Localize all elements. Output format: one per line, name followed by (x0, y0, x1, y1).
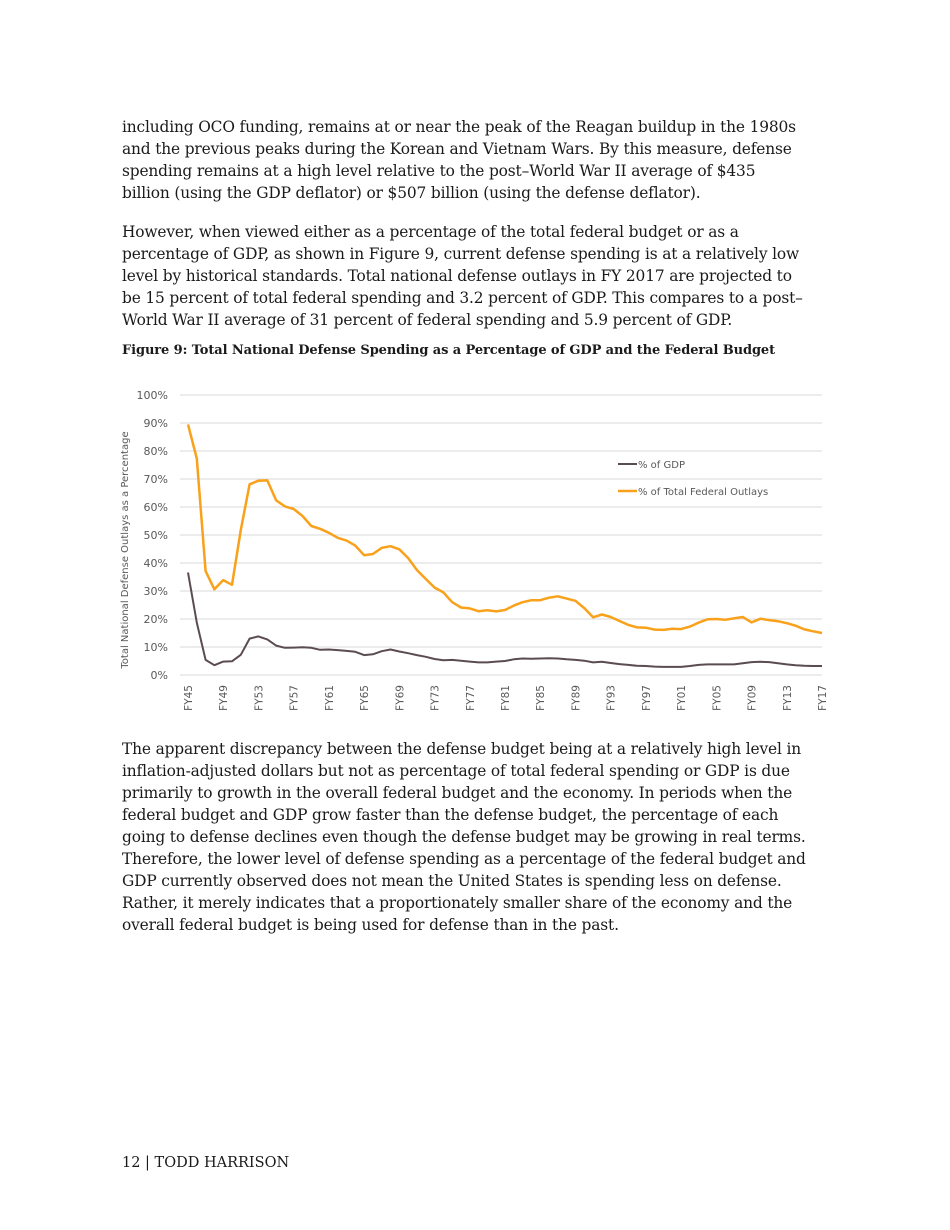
paragraph-1: including OCO funding, remains at or nea… (122, 116, 852, 204)
y-tick-label: 10% (144, 641, 168, 654)
x-tick-label: FY93 (606, 685, 618, 711)
legend-label-gdp: % of GDP (638, 460, 685, 471)
y-tick-label: 40% (144, 557, 168, 570)
line-chart: 0% 10% 20% 30% 40% 50% 60% 70% 80% 90% 100% FY45 FY4… (120, 389, 829, 711)
x-tick-label: FY49 (218, 685, 230, 711)
text-line: However, when viewed either as a percent… (122, 223, 739, 241)
text-line: primarily to growth in the overall feder… (122, 784, 793, 802)
y-tick-label: 80% (144, 445, 168, 458)
x-tick-label: FY09 (747, 685, 759, 711)
paragraph-3: The apparent discrepancy between the def… (122, 738, 852, 936)
y-tick-label: 50% (144, 529, 168, 542)
y-tick-label: 90% (144, 417, 168, 430)
page-footer: 12 | TODD HARRISON (122, 1155, 290, 1171)
x-tick-label: FY89 (570, 685, 582, 711)
y-tick-label: 60% (144, 501, 168, 514)
x-tick-label: FY81 (500, 685, 512, 711)
x-tick-label: FY69 (394, 685, 406, 711)
y-axis-label: Total National Defense Outlays as a Perc… (120, 431, 131, 669)
text-line: spending remains at a high level relativ… (122, 162, 756, 180)
y-tick-label: 100% (137, 389, 168, 402)
text-line: The apparent discrepancy between the def… (122, 740, 802, 758)
text-line: Therefore, the lower level of defense sp… (122, 850, 806, 868)
text-line: Rather, it merely indicates that a propo… (122, 894, 793, 912)
x-tick-label: FY53 (253, 685, 265, 711)
x-tick-label: FY13 (782, 685, 794, 711)
text-line: inflation-adjusted dollars but not as pe… (122, 762, 790, 780)
text-line: be 15 percent of total federal spending … (122, 289, 803, 307)
legend: % of GDP % of Total Federal Outlays (618, 460, 768, 498)
text-line: GDP currently observed does not mean the… (122, 872, 782, 890)
x-tick-label: FY45 (183, 685, 195, 711)
text-line: overall federal budget is being used for… (122, 916, 619, 934)
text-line: going to defense declines even though th… (122, 828, 806, 846)
x-tick-label: FY57 (289, 685, 301, 711)
y-tick-label: 70% (144, 473, 168, 486)
x-tick-label: FY17 (817, 685, 829, 711)
text-line: billion (using the GDP deflator) or $507… (122, 184, 701, 202)
x-tick-label: FY65 (359, 685, 371, 711)
text-line: level by historical standards. Total nat… (122, 267, 792, 285)
legend-label-outlays: % of Total Federal Outlays (638, 487, 768, 498)
paragraph-2: However, when viewed either as a percent… (122, 221, 852, 331)
text-line: percentage of GDP, as shown in Figure 9,… (122, 245, 800, 263)
series-line-outlays (186, 424, 823, 635)
y-tick-label: 20% (144, 613, 168, 626)
figure-caption: Figure 9: Total National Defense Spendin… (122, 343, 776, 358)
text-line: including OCO funding, remains at or nea… (122, 118, 796, 136)
series-line-gdp (187, 572, 822, 668)
text-line: World War II average of 31 percent of fe… (122, 311, 733, 329)
text-line: and the previous peaks during the Korean… (122, 140, 792, 158)
y-tick-label: 30% (144, 585, 168, 598)
x-tick-label: FY85 (535, 685, 547, 711)
x-tick-label: FY97 (641, 685, 653, 711)
x-tick-label: FY61 (324, 685, 336, 711)
x-tick-label: FY01 (676, 685, 688, 711)
text-line: federal budget and GDP grow faster than … (122, 806, 779, 824)
y-tick-label: 0% (151, 669, 168, 682)
x-tick-label: FY77 (465, 685, 477, 711)
x-tick-label: FY05 (711, 685, 723, 711)
x-tick-label: FY73 (430, 685, 442, 711)
